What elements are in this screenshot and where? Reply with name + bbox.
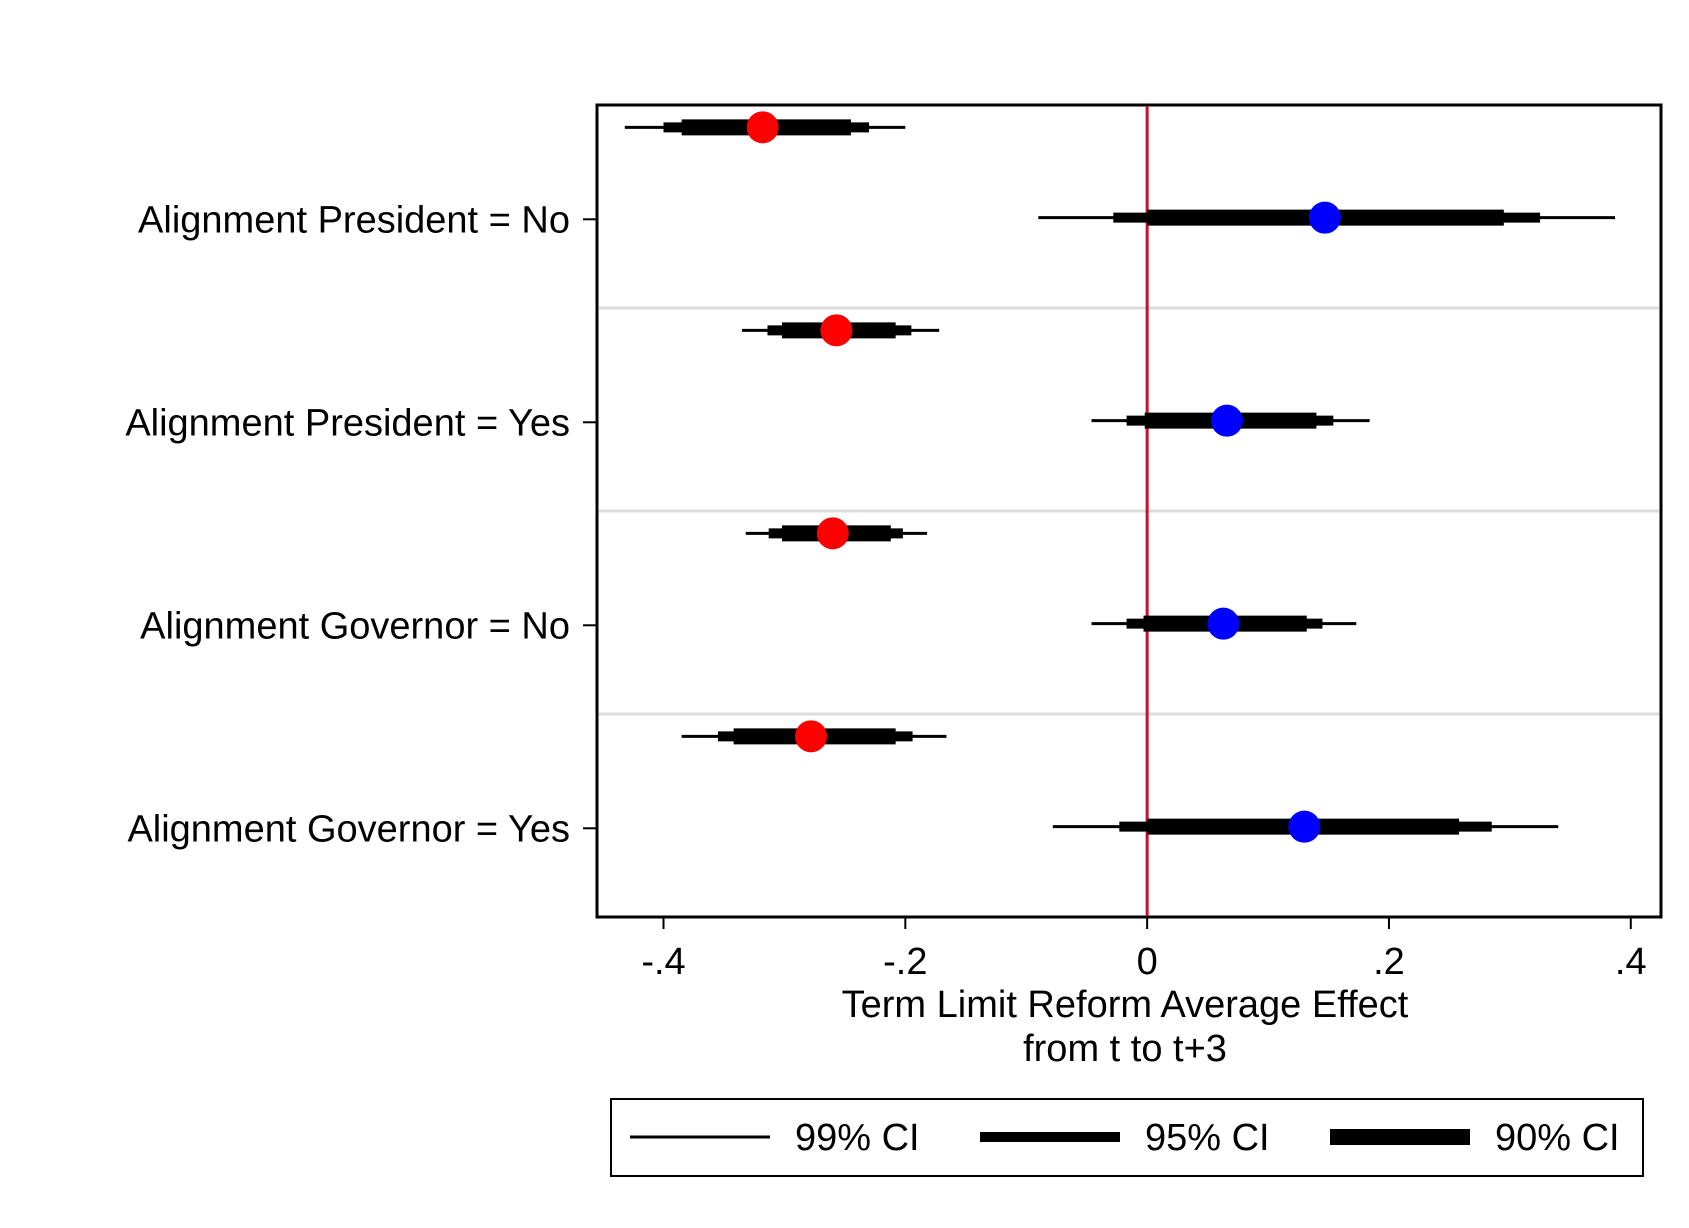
x-tick-label: -.4 xyxy=(641,941,685,983)
point-estimate xyxy=(1207,607,1240,640)
point-estimate xyxy=(1210,404,1243,437)
legend-label: 95% CI xyxy=(1145,1117,1270,1159)
legend-label: 90% CI xyxy=(1495,1117,1620,1159)
x-tick-label: 0 xyxy=(1137,941,1158,983)
x-axis: -.4 -.2 0 .2 .4 xyxy=(583,218,1647,983)
point-estimate xyxy=(746,111,779,144)
point-estimate xyxy=(816,517,849,550)
x-tick-label: .4 xyxy=(1615,941,1647,983)
point-estimate xyxy=(795,720,828,753)
point-estimate xyxy=(1308,201,1341,234)
x-tick-label: -.2 xyxy=(883,941,927,983)
group-separators xyxy=(599,306,1659,716)
legend-label: 99% CI xyxy=(795,1117,920,1159)
plot-frame xyxy=(595,103,1663,919)
category-label: Alignment President = Yes xyxy=(125,402,570,444)
x-axis-title-line: Term Limit Reform Average Effect xyxy=(842,984,1409,1026)
category-label: Alignment Governor = No xyxy=(140,605,570,647)
category-label: Alignment President = No xyxy=(138,199,570,241)
point-estimate xyxy=(820,314,853,347)
point-estimate xyxy=(1288,810,1321,843)
x-tick-label: .2 xyxy=(1373,941,1405,983)
category-labels: Alignment President = No Alignment Presid… xyxy=(125,199,570,850)
category-label: Alignment Governor = Yes xyxy=(127,808,570,850)
legend-box xyxy=(610,1098,1644,1177)
confidence-intervals xyxy=(624,111,1616,843)
x-axis-title-line: from t to t+3 xyxy=(1023,1028,1227,1070)
legend: 99% CI 95% CI 90% CI xyxy=(610,1098,1644,1177)
